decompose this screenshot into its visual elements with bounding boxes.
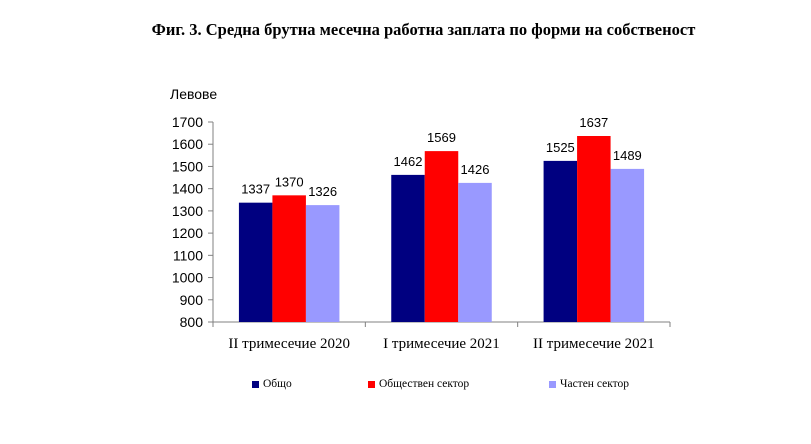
y-tick-label: 1500 xyxy=(172,158,203,174)
legend-item: Обществен сектор xyxy=(368,378,469,390)
y-tick-label: 1200 xyxy=(172,225,203,241)
y-axis-label: Левове xyxy=(170,86,217,102)
legend-label: Обществен сектор xyxy=(379,378,470,390)
data-label: 1326 xyxy=(308,184,337,199)
y-tick-label: 1100 xyxy=(173,247,203,263)
data-label: 1337 xyxy=(241,182,270,197)
legend-label: Общо xyxy=(263,378,292,390)
data-label: 1489 xyxy=(613,148,642,163)
bar xyxy=(610,168,645,322)
legend-item: Общо xyxy=(252,378,292,390)
data-label: 1637 xyxy=(579,115,608,130)
bar xyxy=(424,151,459,322)
y-tick-label: 1000 xyxy=(172,270,203,286)
bar xyxy=(543,160,578,322)
chart-title: Фиг. 3. Средна брутна месечна работна за… xyxy=(151,20,696,39)
data-label: 1569 xyxy=(427,130,456,145)
legend-item: Частен сектор xyxy=(549,378,629,390)
data-label: 1525 xyxy=(546,140,575,155)
data-label: 1426 xyxy=(461,162,490,177)
y-tick-label: 1700 xyxy=(172,114,203,130)
bar xyxy=(238,202,273,322)
legend-swatch xyxy=(252,380,259,388)
y-tick-label: 1300 xyxy=(172,203,203,219)
data-label: 1462 xyxy=(394,154,423,169)
bar xyxy=(577,136,611,322)
x-tick-label: II тримесечие 2020 xyxy=(228,336,350,352)
y-tick-label: 1400 xyxy=(172,181,203,197)
bar xyxy=(458,182,492,322)
x-tick-label: I тримесечие 2021 xyxy=(383,336,500,352)
bar xyxy=(272,195,306,322)
y-tick-label: 1600 xyxy=(172,136,203,152)
legend-swatch xyxy=(368,380,375,388)
legend: Общо Обществен сектор Частен сектор xyxy=(0,378,811,394)
legend-swatch xyxy=(549,380,556,388)
bars-group xyxy=(238,136,645,322)
bar xyxy=(391,174,425,322)
legend-label: Частен сектор xyxy=(560,378,629,390)
x-tick-label: II тримесечие 2021 xyxy=(533,336,655,352)
data-label: 1370 xyxy=(275,174,304,189)
y-tick-label: 800 xyxy=(180,314,204,330)
labels-group: 1337 1370 1326 1462 1569 1426 1525 1637 1489 xyxy=(241,115,642,199)
bar xyxy=(305,205,340,322)
y-tick-label: 900 xyxy=(180,292,204,308)
